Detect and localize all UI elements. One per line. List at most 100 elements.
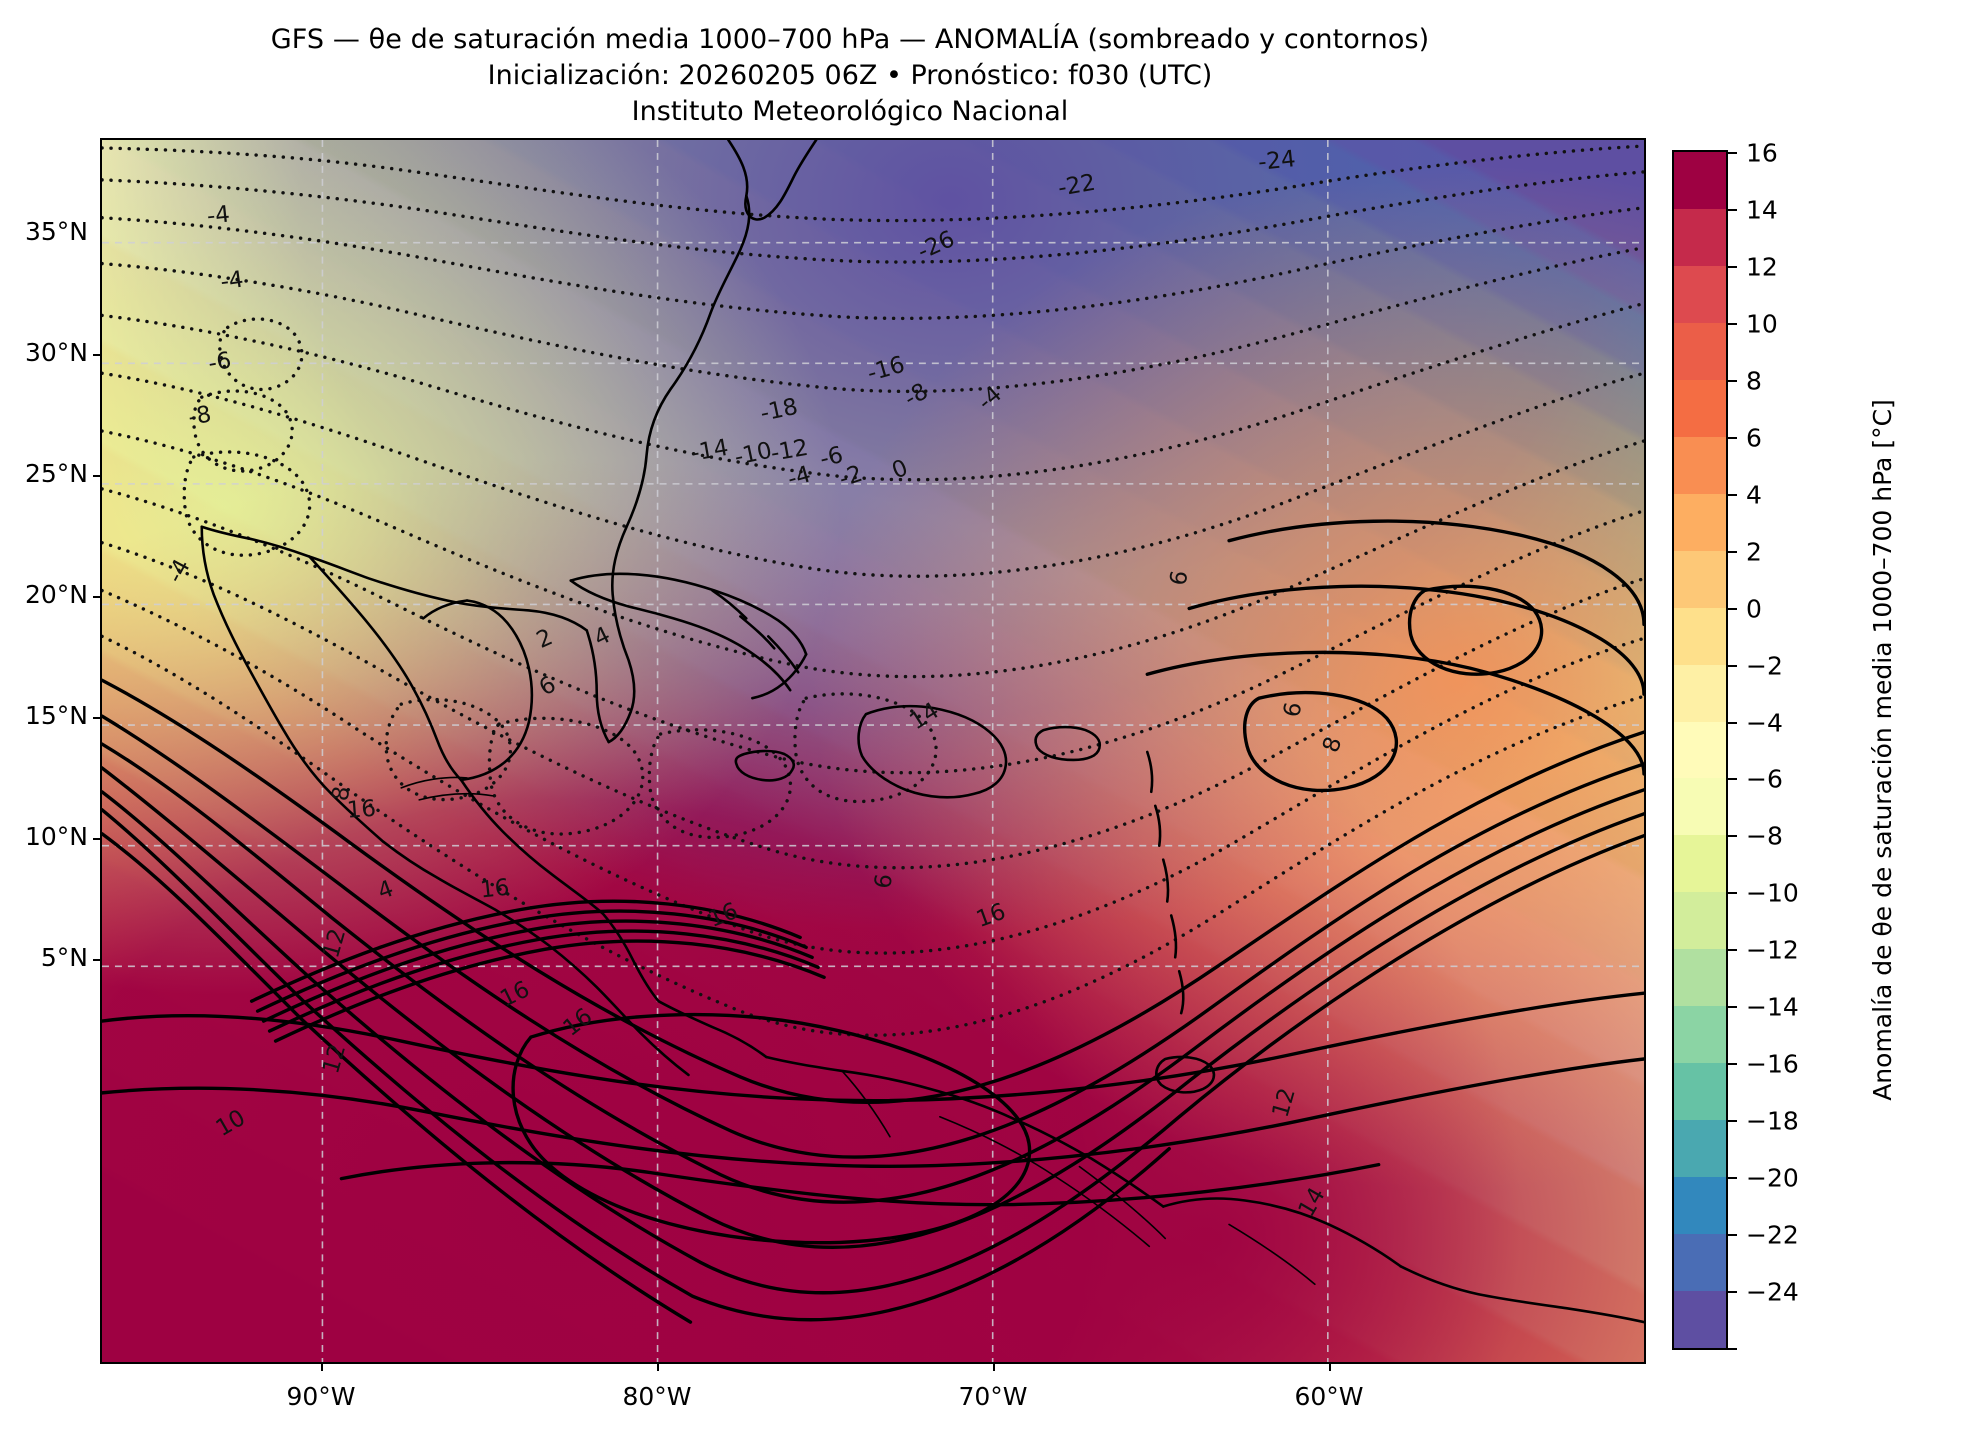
colorbar-band-10 [1674, 721, 1726, 779]
colorbar-tick-mark [1728, 1177, 1737, 1179]
colorbar-tick-mark [1728, 1290, 1737, 1293]
map-plot-area[interactable]: -4 -4 -6 -8 -4 -24 -22 -26 -16 -18 -8 -4… [100, 138, 1646, 1364]
colorbar-band-6 [1674, 493, 1726, 551]
colorbar-tick-label: 8 [1746, 366, 1762, 396]
xtick-label-70w: 70°W [958, 1382, 1028, 1411]
coastlines [200, 140, 1644, 1324]
colorbar-tick-label: −8 [1746, 821, 1783, 851]
colorbar-tick-mark [1728, 493, 1737, 496]
chart-title-block: GFS — θe de saturación media 1000–700 hP… [0, 22, 1700, 130]
colorbar-tick-label: −22 [1746, 1220, 1799, 1250]
colorbar-tick-label: −24 [1746, 1277, 1799, 1307]
positive-contour-lines [102, 519, 1644, 1324]
contour-label: -14 [689, 435, 730, 467]
xtick-label-90w: 90°W [286, 1382, 356, 1411]
contour-label: -6 [206, 348, 233, 378]
contour-label: -24 [1257, 146, 1297, 176]
ytick-label-35n: 35°N [24, 217, 88, 246]
colorbar-band-0 [1674, 152, 1726, 209]
colorbar-tick-mark [1728, 379, 1737, 382]
colorbar-tick-mark [1728, 209, 1737, 212]
contour-label: 6 [870, 872, 898, 890]
colorbar-tick-label: 4 [1746, 480, 1762, 510]
colorbar-tick-mark [1728, 1233, 1737, 1236]
colorbar-tick-label: −2 [1746, 651, 1783, 681]
colorbar-tick-mark [1728, 835, 1737, 838]
colorbar-band-5 [1674, 436, 1726, 494]
contour-label: 8 [328, 785, 356, 803]
map-axes[interactable]: -4 -4 -6 -8 -4 -24 -22 -26 -16 -18 -8 -4… [100, 138, 1646, 1364]
colorbar-tick-mark [1728, 778, 1737, 781]
contour-label: -4 [206, 201, 231, 229]
colorbar-tick-label: −20 [1746, 1163, 1799, 1193]
ytick-mark [93, 354, 100, 356]
ytick-label-30n: 30°N [24, 338, 88, 367]
colorbar-tick-label: −14 [1746, 992, 1799, 1022]
colorbar-band-14 [1674, 949, 1726, 1007]
ytick-mark [93, 959, 100, 961]
colorbar-tick-mark [1728, 664, 1737, 667]
ytick-label-15n: 15°N [24, 701, 88, 730]
contour-label: -12 [769, 435, 810, 467]
colorbar-band-7 [1674, 550, 1726, 608]
colorbar-band-2 [1674, 265, 1726, 323]
colorbar-tick-mark [1728, 436, 1737, 439]
contour-label: 16 [346, 796, 377, 824]
colorbar-bands [1672, 150, 1728, 1350]
colorbar-tick-mark [1728, 607, 1737, 610]
colorbar-tick-label: 6 [1746, 423, 1762, 453]
contour-label: 16 [479, 875, 511, 904]
colorbar-band-1 [1674, 208, 1726, 266]
graticule-grid [102, 140, 1644, 1362]
colorbar-tick-mark [1728, 152, 1737, 155]
colorbar-tick-mark [1728, 1063, 1737, 1066]
chart-source-line: Instituto Meteorológico Nacional [631, 95, 1069, 127]
colorbar-tick-label: −18 [1746, 1106, 1799, 1136]
colorbar-tick-label: 0 [1746, 594, 1762, 624]
colorbar-tick-mark [1728, 721, 1737, 724]
colorbar-tick-mark [1728, 1006, 1737, 1009]
colorbar-axis-label: Anomalía de θe de saturación media 1000–… [1868, 399, 1897, 1101]
ytick-label-20n: 20°N [24, 580, 88, 609]
colorbar-tick-label: 14 [1746, 195, 1778, 225]
colorbar-band-3 [1674, 322, 1726, 380]
colorbar-band-9 [1674, 664, 1726, 722]
xtick-label-60w: 60°W [1294, 1382, 1364, 1411]
xtick-mark [1329, 1364, 1331, 1371]
contour-label: -8 [186, 401, 213, 431]
colorbar-tick-label: −6 [1746, 764, 1783, 794]
ytick-mark [93, 596, 100, 598]
contour-label: 6 [1279, 700, 1307, 719]
ytick-label-10n: 10°N [24, 822, 88, 851]
colorbar-band-17 [1674, 1120, 1726, 1178]
xtick-mark [993, 1364, 995, 1371]
xtick-label-80w: 80°W [622, 1382, 692, 1411]
colorbar-band-16 [1674, 1063, 1726, 1121]
ytick-mark [93, 717, 100, 719]
contour-label: 6 [1165, 569, 1193, 588]
colorbar-tick-label: −10 [1746, 878, 1799, 908]
colorbar-band-4 [1674, 379, 1726, 437]
colorbar-tick-label: −12 [1746, 935, 1799, 965]
ytick-label-25n: 25°N [24, 459, 88, 488]
ytick-label-5n: 5°N [40, 943, 88, 972]
colorbar-tick-label: 12 [1746, 252, 1778, 282]
colorbar-tick-label: 16 [1746, 138, 1778, 168]
colorbar-tick-mark [1728, 892, 1737, 895]
colorbar-tick-label: −16 [1746, 1049, 1799, 1079]
colorbar-band-8 [1674, 607, 1726, 665]
colorbar-tick-label: 10 [1746, 309, 1778, 339]
xtick-mark [321, 1364, 323, 1371]
colorbar-band-13 [1674, 892, 1726, 950]
colorbar-tick-mark [1728, 1347, 1737, 1350]
colorbar[interactable]: 16 14 12 10 8 6 4 2 0 −2 −4 −6 −8 −10 −12 −14 −16 −18 −20 −… [1672, 139, 1799, 1350]
colorbar-band-12 [1674, 835, 1726, 893]
colorbar-tick-mark [1728, 949, 1737, 952]
ytick-mark [93, 475, 100, 477]
contour-label: -22 [1056, 170, 1097, 202]
page-title: GFS — θe de saturación media 1000–700 hP… [270, 24, 1430, 55]
colorbar-tick-label: −4 [1746, 708, 1783, 738]
colorbar-tick-label: 2 [1746, 537, 1762, 567]
colorbar-band-20 [1674, 1291, 1726, 1349]
